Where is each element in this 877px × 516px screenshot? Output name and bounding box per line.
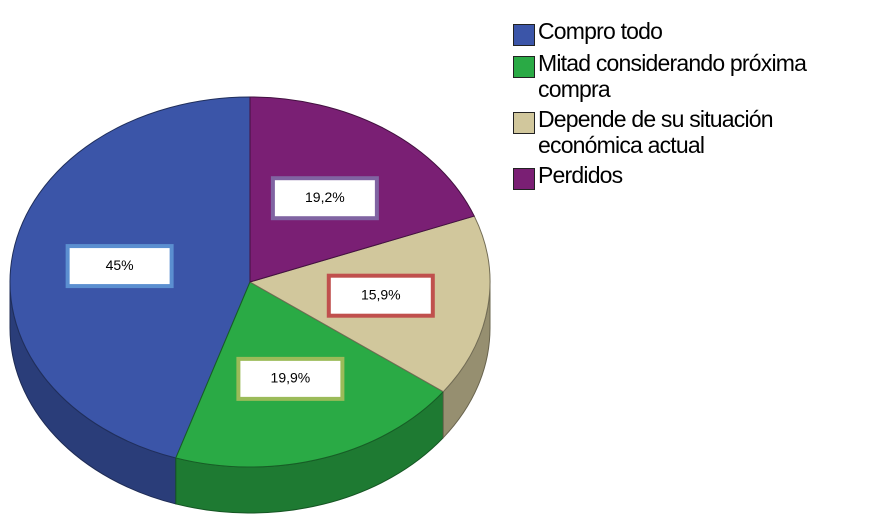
value-label: 45% [106, 257, 134, 273]
value-label-box [236, 356, 345, 401]
value-label-box [65, 244, 174, 289]
legend-item: Depende de su situación económica actual [513, 106, 863, 158]
legend-swatch [513, 56, 535, 78]
legend-label: Depende de su situación económica actual [538, 106, 774, 158]
value-label: 15,9% [361, 286, 401, 302]
value-label-box [270, 176, 379, 221]
legend-item: Compro todo [513, 18, 863, 46]
legend-swatch [513, 112, 535, 134]
value-label: 19,9% [271, 370, 311, 386]
value-label-box [326, 273, 435, 318]
legend: Compro todo Mitad considerando próxima co… [513, 18, 863, 194]
legend-label: Perdidos [538, 162, 623, 188]
legend-swatch [513, 24, 535, 46]
legend-label: Mitad considerando próxima compra [538, 50, 807, 102]
value-label: 19,2% [305, 189, 345, 205]
legend-item: Perdidos [513, 162, 863, 190]
legend-swatch [513, 168, 535, 190]
legend-item: Mitad considerando próxima compra [513, 50, 863, 102]
legend-label: Compro todo [538, 18, 663, 44]
